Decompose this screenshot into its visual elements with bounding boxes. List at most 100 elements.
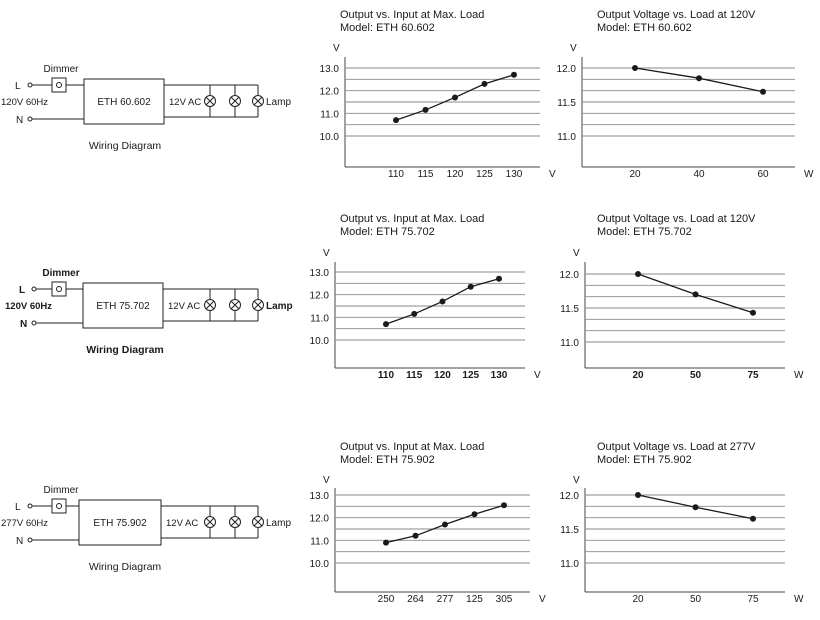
x-tick-label: 50 [690, 594, 702, 605]
lamp-icon [229, 516, 241, 528]
lamp-icon-cross [230, 96, 240, 106]
lamp-icon [252, 299, 264, 311]
dimmer-label: Dimmer [44, 485, 80, 496]
x-tick-label: 115 [406, 370, 423, 381]
x-tick-label: 264 [407, 594, 424, 605]
chart-subtitle: Model: ETH 75.702 [597, 226, 692, 238]
output-voltage-label: 12V AC [166, 518, 198, 529]
y-tick-label: 11.0 [320, 109, 339, 120]
chart-subtitle: Model: ETH 60.602 [597, 22, 692, 34]
output-label-bg [167, 94, 203, 108]
x-tick-label: 120 [434, 370, 451, 381]
x-tick-label: 110 [388, 169, 404, 180]
chart-title: Output vs. Input at Max. Load [340, 441, 484, 453]
output-label-bg [166, 298, 202, 312]
neutral-terminal-label: N [16, 115, 23, 126]
x-tick-label: 75 [747, 370, 759, 381]
lamp-icon-cross [253, 300, 263, 310]
data-point [412, 532, 419, 539]
chart-title: Output Voltage vs. Load at 120V [597, 9, 756, 21]
neutral-terminal [31, 320, 37, 326]
lamp-icon [252, 516, 264, 528]
y-tick-label: 13.0 [320, 64, 340, 75]
data-point [411, 310, 418, 317]
lamp-label: Lamp [266, 518, 291, 529]
x-axis-label: W [794, 594, 804, 605]
lamp-icon-cross [230, 517, 240, 527]
y-tick-label: 13.0 [310, 268, 330, 279]
line-terminal [27, 82, 33, 88]
x-tick-label: 50 [690, 370, 702, 381]
transformer-box [78, 499, 162, 546]
y-tick-label: 12.0 [310, 514, 330, 525]
x-tick-label: 250 [378, 594, 395, 605]
output-label-bg [164, 515, 200, 529]
x-axis-label: V [534, 370, 541, 381]
line-terminal [27, 503, 33, 509]
data-point [635, 492, 641, 498]
supply-label: 120V 60Hz [1, 97, 48, 108]
y-axis-label: V [323, 248, 330, 259]
neutral-terminal-label: N [20, 319, 27, 330]
y-axis-label: V [570, 43, 577, 54]
x-tick-label: 130 [506, 169, 523, 180]
lamp-icon-cross [205, 517, 215, 527]
transformer-box [82, 282, 164, 329]
neutral-terminal [27, 537, 33, 543]
y-tick-label: 11.0 [310, 536, 329, 547]
data-point [750, 309, 756, 316]
dimmer-knob [56, 503, 62, 509]
x-tick-label: 125 [476, 169, 493, 180]
y-tick-label: 11.5 [560, 304, 579, 315]
chart-title: Output Voltage vs. Load at 277V [597, 441, 756, 453]
chart-title: Output Voltage vs. Load at 120V [597, 213, 756, 225]
y-tick-label: 10.0 [310, 336, 330, 347]
y-axis-label: V [573, 248, 580, 259]
data-point [471, 511, 478, 518]
x-tick-label: 130 [491, 370, 508, 381]
wiring-diagram: Dimmer L 277V 60Hz N ETH 75.902 12V AC Lamp Wir… [1, 485, 291, 573]
dimmer-knob [56, 286, 62, 292]
x-axis-label: W [804, 169, 814, 180]
output-voltage-label: 12V AC [169, 97, 201, 108]
x-tick-label: 40 [693, 169, 705, 180]
data-point [496, 275, 502, 282]
x-axis-label: V [549, 169, 556, 180]
x-tick-label: 60 [757, 169, 769, 180]
transformer-model-label: ETH 75.902 [93, 518, 147, 529]
x-tick-label: 277 [437, 594, 454, 605]
lamp-icon-cross [253, 517, 263, 527]
lamp-label: Lamp [266, 301, 293, 312]
y-tick-label: 13.0 [310, 491, 330, 502]
y-tick-label: 11.5 [557, 98, 576, 109]
y-tick-label: 11.5 [560, 525, 579, 536]
y-tick-label: 11.0 [310, 313, 329, 324]
y-tick-label: 11.0 [560, 559, 579, 570]
output-voltage-label: 12V AC [168, 301, 200, 312]
chart-subtitle: Model: ETH 75.902 [597, 454, 692, 466]
data-point [422, 106, 429, 113]
data-point [635, 271, 641, 277]
x-axis-label: V [539, 594, 546, 605]
y-tick-label: 10.0 [320, 132, 340, 143]
line-terminal [31, 286, 37, 292]
data-point [383, 539, 389, 546]
data-point [501, 502, 507, 509]
dimmer-knob [56, 82, 62, 88]
x-tick-label: 20 [632, 370, 644, 381]
data-point [750, 515, 756, 522]
data-point [696, 75, 702, 82]
y-tick-label: 12.0 [310, 291, 330, 302]
data-point [383, 321, 389, 328]
data-point [439, 298, 446, 305]
dimmer-label: Dimmer [42, 268, 79, 279]
supply-label: 120V 60Hz [5, 301, 52, 312]
y-tick-label: 11.0 [557, 132, 576, 143]
x-tick-label: 125 [466, 594, 483, 605]
